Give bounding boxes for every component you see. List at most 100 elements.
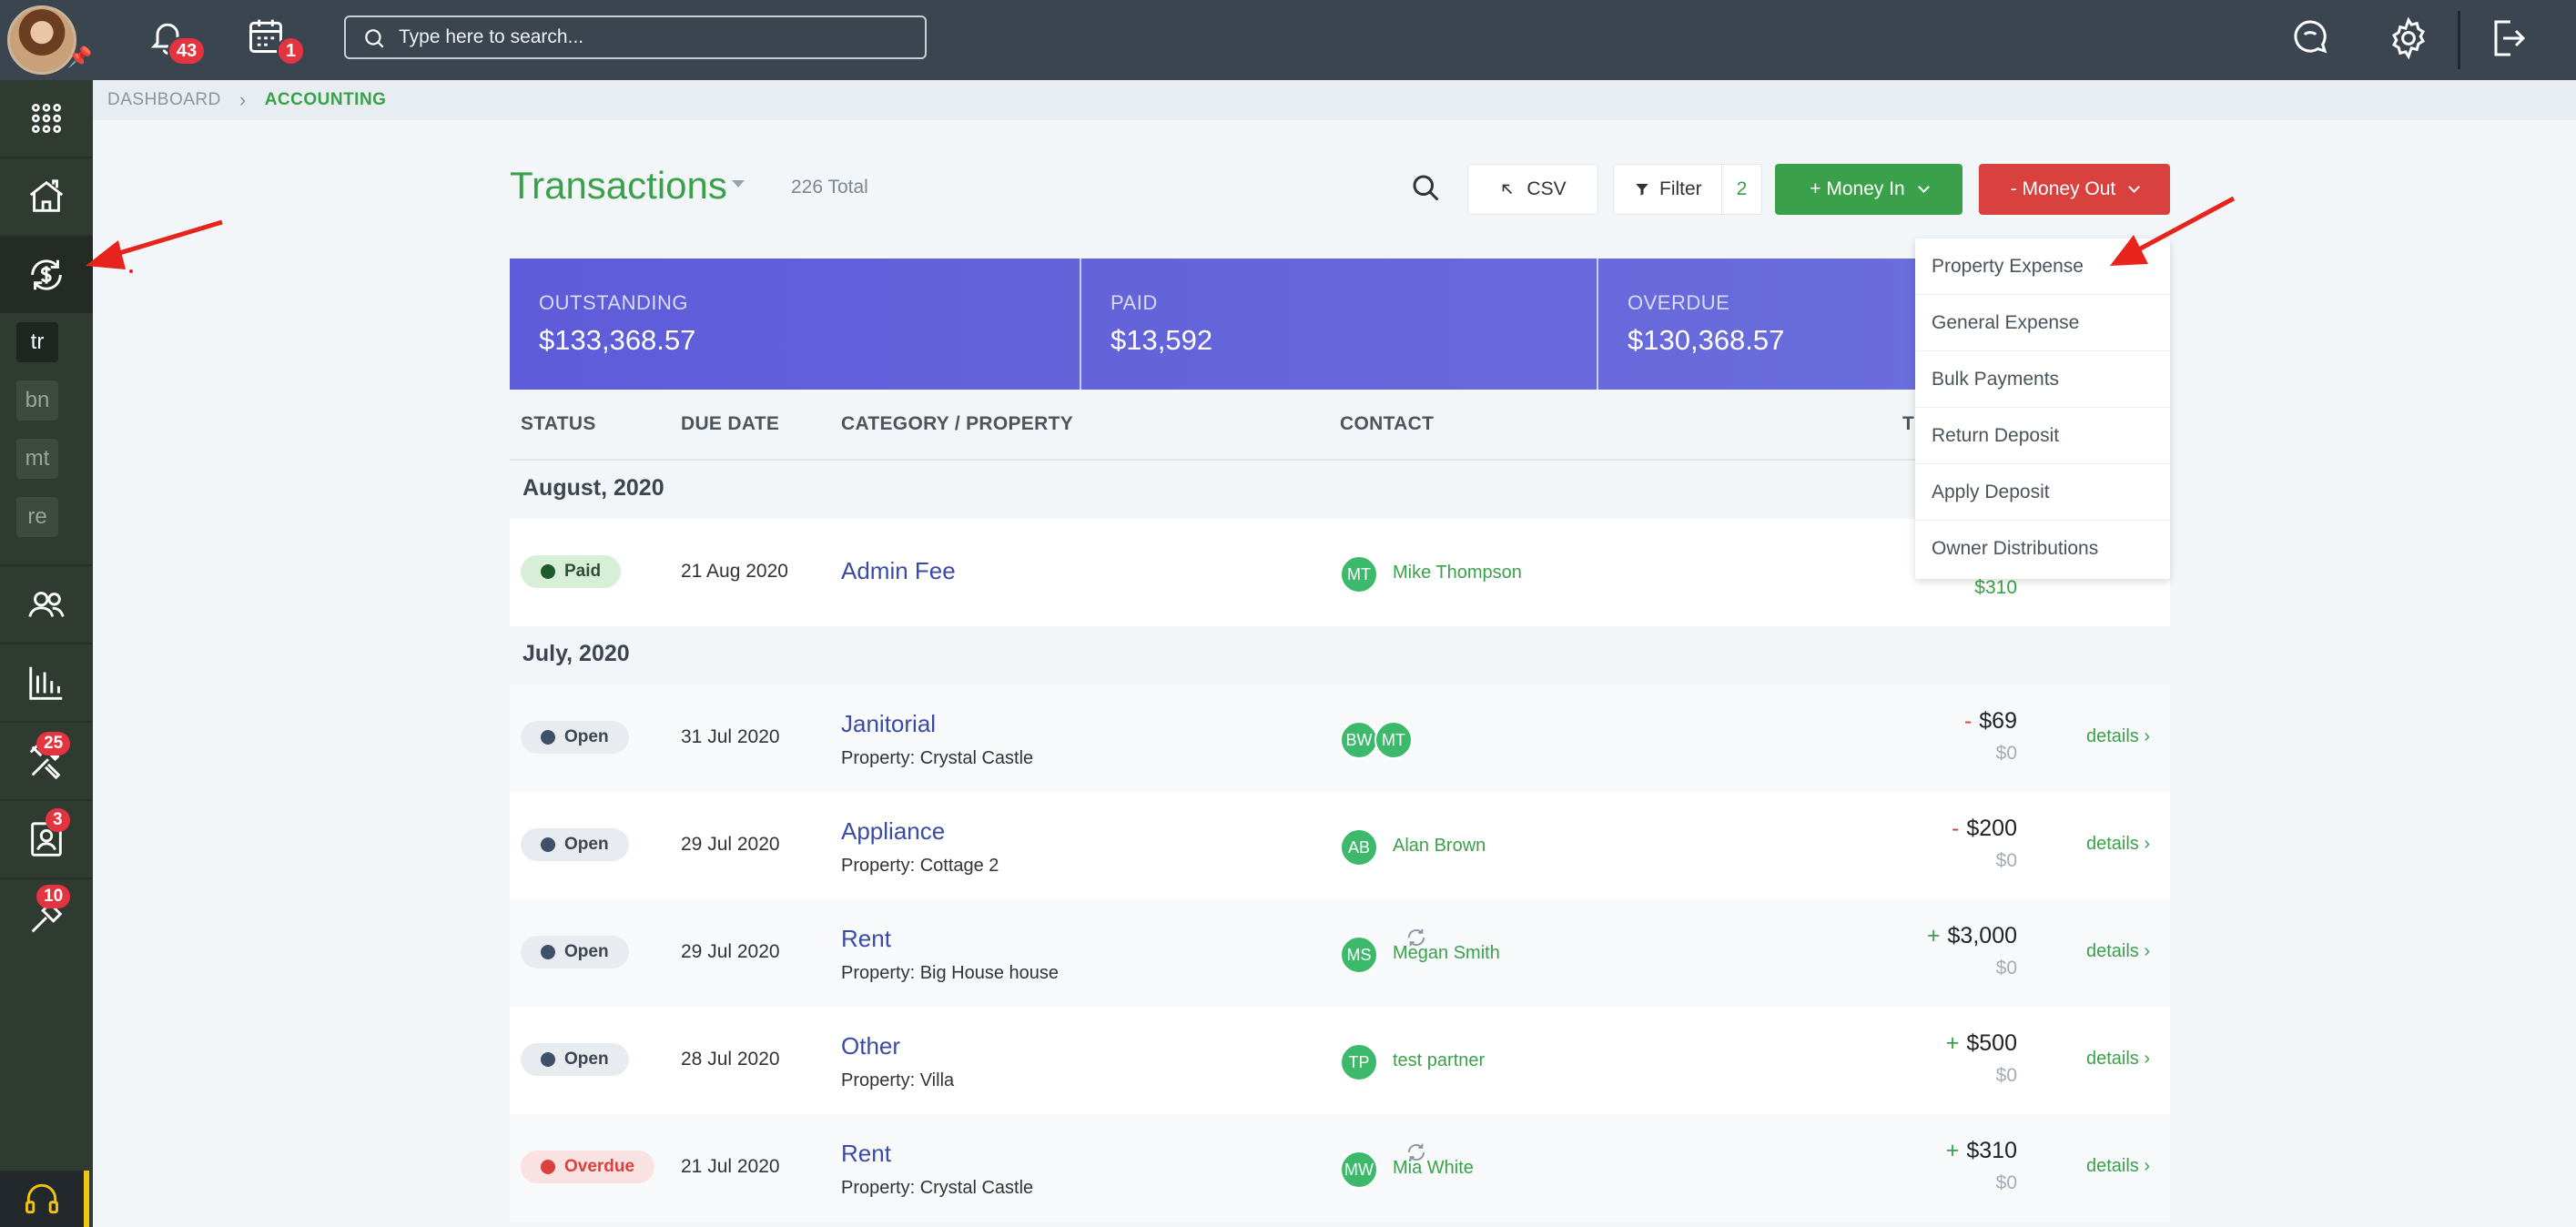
amount-secondary: $0 [1995, 1065, 2017, 1086]
amount-sign: + [1945, 1030, 1960, 1056]
menu-item-general-expense[interactable]: General Expense [1915, 295, 2170, 351]
group-header: August, 2020 [510, 461, 2170, 519]
notifications-button[interactable]: 43 [147, 16, 207, 66]
sidebar-item-people[interactable] [0, 566, 93, 643]
table-row[interactable]: Paid 21 Aug 2020 Admin Fee MT Mike Thomp… [510, 519, 2170, 626]
amount-sign: - [1952, 816, 1960, 841]
summary-paid[interactable]: PAID $13,592 [1081, 259, 1598, 390]
due-date: 21 Aug 2020 [681, 561, 788, 582]
contact-avatar[interactable]: MT [1340, 555, 1378, 593]
sidebar-item-reports[interactable] [0, 644, 93, 721]
help-button[interactable] [0, 1171, 89, 1227]
search-input[interactable] [399, 26, 908, 48]
contact-name[interactable]: Mike Thompson [1393, 563, 1522, 583]
search-icon [365, 29, 384, 48]
global-search[interactable] [344, 15, 927, 59]
contact-name[interactable]: test partner [1393, 1050, 1486, 1070]
contact-avatar[interactable]: MS [1340, 936, 1378, 974]
table-row[interactable]: Open 29 Jul 2020 Rent Property: Big Hous… [510, 899, 2170, 1007]
table-row[interactable]: Open 28 Jul 2020 Other Property: Villa T… [510, 1007, 2170, 1114]
amount-value: $310 [1966, 1138, 2017, 1163]
sidebar-divider [0, 721, 93, 723]
top-bar: 📌 43 1 [0, 0, 2576, 80]
csv-label: CSV [1526, 178, 1567, 199]
settings-button[interactable] [2387, 16, 2434, 64]
sidebar-sub-tr[interactable]: tr [16, 322, 58, 362]
contact-avatar[interactable]: AB [1340, 828, 1378, 867]
column-total[interactable]: T [1902, 413, 1915, 434]
export-arrow-icon [1503, 184, 1513, 195]
calendar-button[interactable]: 1 [246, 16, 306, 66]
sidebar-item-apps[interactable] [0, 80, 93, 157]
contact-avatar[interactable]: MT [1374, 721, 1413, 759]
menu-item-apply-deposit[interactable]: Apply Deposit [1915, 464, 2170, 521]
category-link[interactable]: Rent [841, 925, 891, 952]
outstanding-value: $133,368.57 [539, 324, 696, 356]
money-in-button[interactable]: + Money In [1775, 164, 1962, 215]
table-row[interactable]: Overdue 21 Jul 2020 Rent Property: Cryst… [510, 1114, 2170, 1222]
search-icon[interactable] [1409, 171, 1442, 204]
table-row[interactable]: Open 29 Jul 2020 Appliance Property: Cot… [510, 792, 2170, 899]
contact-name[interactable]: Alan Brown [1393, 836, 1486, 856]
contact-avatar[interactable]: MW [1340, 1151, 1378, 1189]
column-contact[interactable]: CONTACT [1340, 413, 1435, 434]
amount: + $500 [1946, 1030, 2017, 1057]
menu-item-property-expense[interactable]: Property Expense [1915, 238, 2170, 295]
details-link[interactable]: details › [2085, 1049, 2150, 1069]
category-link[interactable]: Rent [841, 1140, 891, 1167]
sidebar-item-tenants[interactable]: 3 [0, 801, 93, 877]
details-link[interactable]: details › [2085, 941, 2150, 961]
status-badge: Open [521, 828, 629, 861]
sidebar-divider [0, 157, 93, 158]
group-label: July, 2020 [522, 641, 630, 666]
contact-avatar[interactable]: BW [1340, 721, 1378, 759]
recurring-icon [1407, 1143, 1425, 1161]
overdue-value: $130,368.57 [1628, 324, 1785, 356]
contact-avatar[interactable]: TP [1340, 1043, 1378, 1081]
menu-item-owner-distributions[interactable]: Owner Distributions [1932, 538, 2099, 559]
amount-value: $69 [1979, 708, 2017, 734]
sidebar-sub-re[interactable]: re [16, 497, 58, 537]
breadcrumb-dashboard[interactable]: DASHBOARD [107, 90, 221, 109]
calendar-badge: 1 [277, 36, 306, 66]
details-link[interactable]: details › [2085, 1156, 2150, 1176]
summary-outstanding[interactable]: OUTSTANDING $133,368.57 [510, 259, 1080, 390]
category-link[interactable]: Appliance [841, 817, 946, 845]
page-title[interactable]: Transactions [510, 164, 727, 207]
column-status[interactable]: STATUS [521, 413, 596, 434]
menu-item-bulk-payments[interactable]: Bulk Payments [1915, 351, 2170, 408]
amount: + $3,000 [1927, 923, 2017, 949]
property-label: Property: Big House house [841, 963, 1060, 983]
details-link[interactable]: details › [2085, 834, 2150, 854]
amount-secondary: $0 [1995, 958, 2017, 979]
category-link[interactable]: Janitorial [841, 710, 937, 737]
column-category[interactable]: CATEGORY / PROPERTY [841, 413, 1074, 434]
menu-item-return-deposit[interactable]: Return Deposit [1915, 408, 2170, 464]
sidebar-divider [0, 564, 93, 566]
category-link[interactable]: Other [841, 1032, 901, 1060]
amount-value: $200 [1966, 816, 2017, 841]
sidebar-sub-mt[interactable]: mt [16, 439, 58, 479]
chat-button[interactable] [2288, 16, 2336, 64]
filter-button[interactable]: Filter 2 [1613, 164, 1762, 215]
logout-icon [2494, 20, 2526, 56]
contact-name[interactable]: Megan Smith [1393, 943, 1500, 963]
details-link[interactable]: details › [2085, 726, 2150, 746]
summary-overdue[interactable]: OVERDUE $130,368.57 [1598, 259, 2170, 390]
sidebar-item-tools[interactable]: 10 [0, 879, 93, 956]
table-row[interactable]: Open 31 Jul 2020 Janitorial Property: Cr… [510, 684, 2170, 792]
money-out-button[interactable]: - Money Out [1979, 164, 2170, 215]
sidebar-item-properties[interactable] [0, 158, 93, 235]
title-caret-icon[interactable] [732, 180, 745, 188]
sidebar-item-accounting[interactable] [0, 237, 93, 313]
logout-button[interactable] [2485, 16, 2532, 64]
csv-export-button[interactable]: CSV [1467, 164, 1598, 215]
user-avatar[interactable] [7, 5, 76, 75]
status-badge: Overdue [521, 1151, 655, 1183]
sidebar-item-maintenance[interactable]: 25 [0, 723, 93, 799]
sidebar-sub-bn[interactable]: bn [16, 380, 58, 421]
contact-name[interactable]: Mia White [1393, 1158, 1474, 1178]
category-link[interactable]: Admin Fee [841, 557, 956, 584]
amount-value: $500 [1966, 1030, 2017, 1056]
column-due-date[interactable]: DUE DATE [681, 413, 780, 434]
